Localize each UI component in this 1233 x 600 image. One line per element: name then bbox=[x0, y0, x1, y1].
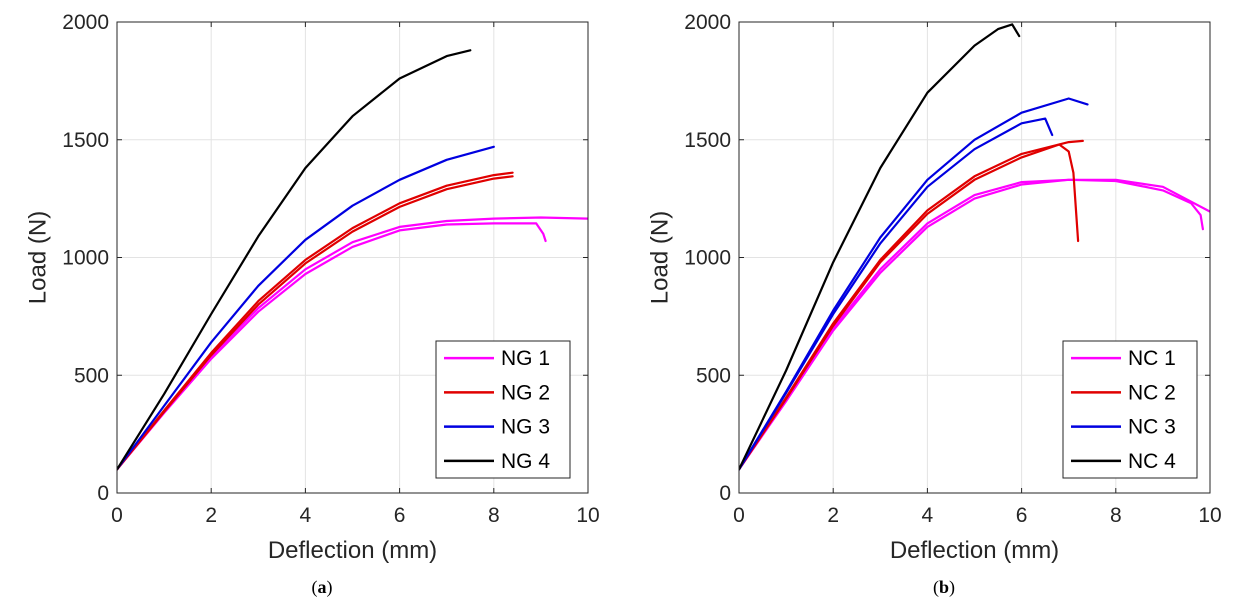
legend: NC 1 NC 2 NC 3 NC 4 bbox=[1062, 340, 1198, 479]
y-tick-label: 500 bbox=[696, 364, 731, 387]
legend-label: NG 2 bbox=[501, 381, 550, 404]
x-tick-label: 8 bbox=[488, 504, 500, 527]
x-tick-label: 2 bbox=[205, 504, 217, 527]
x-tick-label: 4 bbox=[300, 504, 312, 527]
x-axis-title: Deflection (mm) bbox=[890, 537, 1059, 564]
y-tick-label: 1000 bbox=[62, 247, 109, 270]
y-tick-label: 1500 bbox=[62, 129, 109, 152]
panel-caption: (b) bbox=[933, 577, 955, 598]
series-line-nc-4-1 bbox=[739, 23, 1021, 471]
x-tick-label: 4 bbox=[922, 504, 934, 527]
series-line-ng-4-1 bbox=[117, 49, 472, 471]
x-tick-label: 8 bbox=[1110, 504, 1122, 527]
y-tick-label: 1000 bbox=[684, 247, 731, 270]
x-tick-label: 6 bbox=[394, 504, 406, 527]
legend-box bbox=[435, 340, 571, 479]
y-tick-label: 2000 bbox=[62, 11, 109, 34]
y-tick-label: 500 bbox=[74, 364, 109, 387]
y-tick-label: 0 bbox=[719, 482, 731, 505]
y-tick-label: 1500 bbox=[684, 129, 731, 152]
legend-label: NC 3 bbox=[1128, 416, 1176, 439]
series-line-ng-2-2 bbox=[117, 171, 514, 471]
series-line-ng-1-1 bbox=[117, 222, 547, 471]
legend-label: NC 4 bbox=[1128, 450, 1176, 473]
x-tick-label: 0 bbox=[111, 504, 123, 527]
x-axis-title: Deflection (mm) bbox=[268, 537, 437, 564]
legend-box bbox=[1062, 340, 1198, 479]
series-line-nc-2-2 bbox=[739, 139, 1084, 471]
y-axis-title: Load (N) bbox=[646, 211, 673, 304]
legend-label: NC 2 bbox=[1128, 381, 1176, 404]
chart-panel-a: 0 2 4 6 8 10 0 500 1000 1500 2000 Deflection (mm) Lo… bbox=[24, 11, 599, 598]
series-line-nc-3-2 bbox=[739, 97, 1089, 471]
chart-panel-b: 0 2 4 6 8 10 0 500 1000 1500 2000 Deflection (mm) Lo… bbox=[646, 11, 1221, 598]
panel-caption: (a) bbox=[312, 577, 333, 598]
legend-label: NG 3 bbox=[501, 416, 550, 439]
x-tick-label: 2 bbox=[827, 504, 839, 527]
y-axis-title: Load (N) bbox=[24, 211, 51, 304]
x-tick-label: 10 bbox=[576, 504, 599, 527]
y-tick-label: 2000 bbox=[684, 11, 731, 34]
x-tick-label: 6 bbox=[1016, 504, 1028, 527]
x-tick-label: 0 bbox=[733, 504, 745, 527]
legend: NG 1 NG 2 NG 3 NG 4 bbox=[435, 340, 571, 479]
series-line-nc-1-1 bbox=[739, 178, 1204, 471]
x-tick-label: 10 bbox=[1198, 504, 1221, 527]
legend-label: NG 4 bbox=[501, 450, 550, 473]
legend-label: NG 1 bbox=[501, 347, 550, 370]
legend-label: NC 1 bbox=[1128, 347, 1176, 370]
series-line-ng-3-1 bbox=[117, 145, 495, 471]
y-tick-label: 0 bbox=[97, 482, 109, 505]
series-line-ng-2-1 bbox=[117, 175, 514, 471]
